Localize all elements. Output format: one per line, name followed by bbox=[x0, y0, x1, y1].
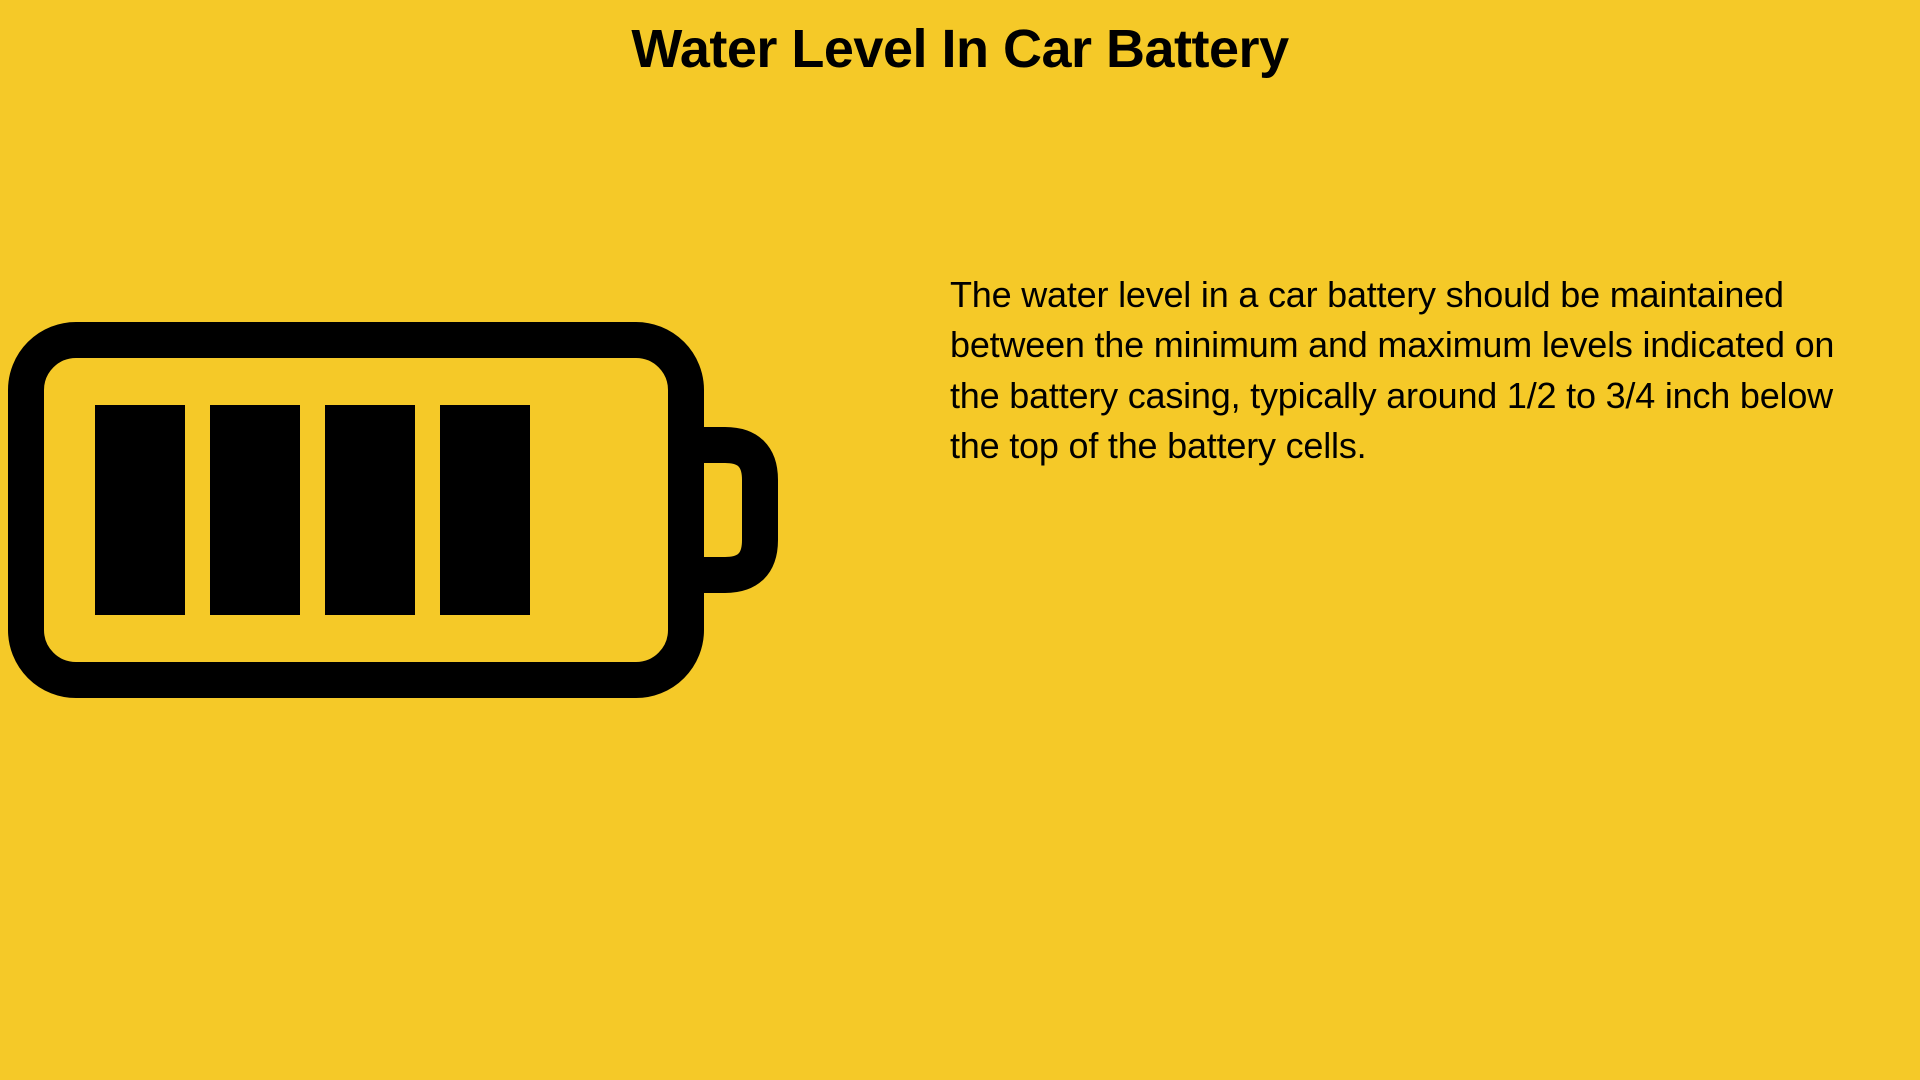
content-area: The water level in a car battery should … bbox=[0, 80, 1920, 705]
description-container: The water level in a car battery should … bbox=[780, 270, 1920, 472]
battery-icon-container bbox=[0, 270, 780, 705]
page-title: Water Level In Car Battery bbox=[0, 0, 1920, 80]
description-text: The water level in a car battery should … bbox=[950, 270, 1840, 472]
battery-icon bbox=[0, 320, 780, 700]
